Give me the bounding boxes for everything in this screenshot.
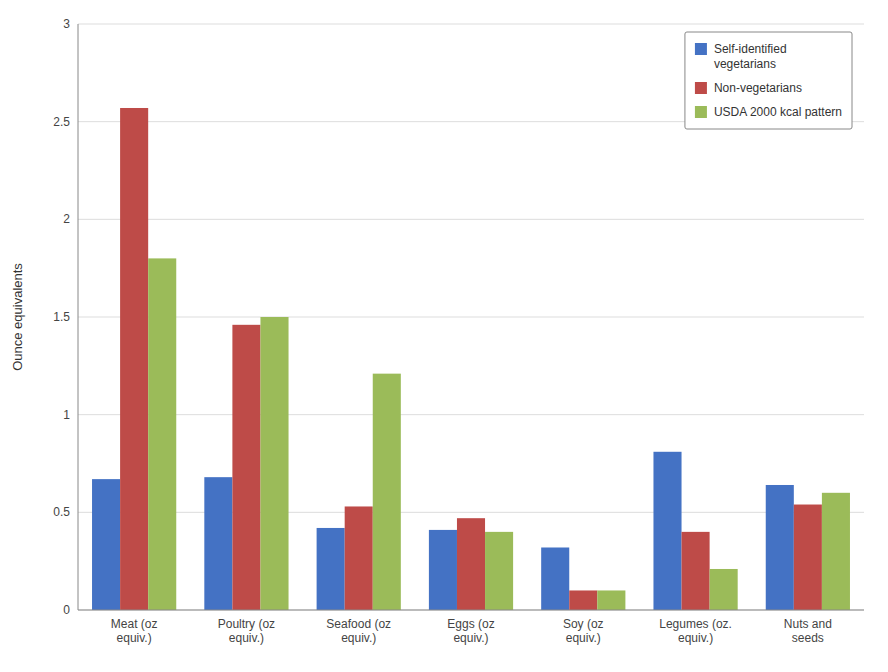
text-line: equiv.)	[678, 631, 713, 645]
bar	[485, 532, 513, 610]
text-line: Self-identified	[714, 42, 787, 56]
grid	[78, 24, 864, 610]
bar	[766, 485, 794, 610]
y-tick-label: 1.5	[53, 310, 70, 324]
text-line: Soy (oz	[563, 617, 604, 631]
bar	[232, 325, 260, 610]
bar	[682, 532, 710, 610]
bar	[345, 506, 373, 610]
legend-swatch	[695, 43, 707, 55]
legend-items: Self-identifiedvegetarians Non-vegetarian…	[695, 42, 842, 119]
bar	[794, 505, 822, 610]
bar	[429, 530, 457, 610]
x-tick-label: Poultry (ozequiv.)	[218, 617, 275, 645]
bar	[710, 569, 738, 610]
text-line: equiv.)	[453, 631, 488, 645]
x-tick-label: Nuts andseeds	[784, 617, 832, 645]
bar	[373, 374, 401, 610]
bar	[260, 317, 288, 610]
grid-line	[78, 512, 864, 513]
bars	[92, 108, 850, 610]
bar	[457, 518, 485, 610]
y-tick-label: 0	[63, 603, 70, 617]
text-line: Legumes (oz.	[659, 617, 732, 631]
y-axis-line	[78, 24, 79, 610]
grid-line	[78, 219, 864, 220]
legend-label: Non-vegetarians	[714, 81, 802, 95]
text-line: Eggs (oz	[447, 617, 494, 631]
x-tick-label: Eggs (ozequiv.)	[447, 617, 494, 645]
bar	[822, 493, 850, 610]
legend-swatch	[695, 82, 707, 94]
text-line: equiv.)	[341, 631, 376, 645]
bar	[317, 528, 345, 610]
y-tick-label: 0.5	[53, 505, 70, 519]
y-tick-label: 1	[63, 408, 70, 422]
legend-label: USDA 2000 kcal pattern	[714, 105, 842, 119]
y-tick-label: 3	[63, 17, 70, 31]
bar	[653, 452, 681, 610]
x-tick-label: Seafood (ozequiv.)	[326, 617, 391, 645]
text-line: Nuts and	[784, 617, 832, 631]
background	[0, 0, 888, 672]
x-tick-label: Meat (ozequiv.)	[111, 617, 158, 645]
legend: Self-identifiedvegetarians Non-vegetarian…	[685, 32, 852, 129]
text-line: equiv.)	[566, 631, 601, 645]
x-axis-line	[78, 610, 864, 611]
bar	[204, 477, 232, 610]
legend-swatch	[695, 106, 707, 118]
legend-frame	[685, 32, 852, 129]
grid-line	[78, 610, 864, 611]
legend-label: Self-identifiedvegetarians	[714, 42, 787, 71]
grid-line	[78, 317, 864, 318]
bar	[120, 108, 148, 610]
y-ticks: 0 0.5 1 1.5 2 2.5 3	[53, 17, 70, 617]
bar	[597, 590, 625, 610]
text-line: USDA 2000 kcal pattern	[714, 105, 842, 119]
text-line: Poultry (oz	[218, 617, 275, 631]
x-ticks: Meat (ozequiv.)Poultry (ozequiv.)Seafood…	[111, 617, 832, 645]
text-line: Seafood (oz	[326, 617, 391, 631]
x-tick-label: Legumes (oz.equiv.)	[659, 617, 732, 645]
text-line: Meat (oz	[111, 617, 158, 631]
text-line: equiv.)	[117, 631, 152, 645]
bar	[148, 258, 176, 610]
text-line: vegetarians	[714, 57, 776, 71]
text-line: equiv.)	[229, 631, 264, 645]
x-tick-label: Soy (ozequiv.)	[563, 617, 604, 645]
y-tick-label: 2.5	[53, 115, 70, 129]
grid-line	[78, 414, 864, 415]
chart-container: 00.511.522.53Meat (ozequiv.)Poultry (oze…	[0, 0, 888, 672]
y-tick-label: 2	[63, 212, 70, 226]
text-line: seeds	[792, 631, 824, 645]
bar	[569, 590, 597, 610]
text-line: Non-vegetarians	[714, 81, 802, 95]
y-axis-label: Ounce equivalents	[10, 263, 25, 371]
chart-svg: 00.511.522.53Meat (ozequiv.)Poultry (oze…	[0, 0, 888, 672]
grid-line	[78, 24, 864, 25]
bar	[92, 479, 120, 610]
bar	[541, 547, 569, 610]
